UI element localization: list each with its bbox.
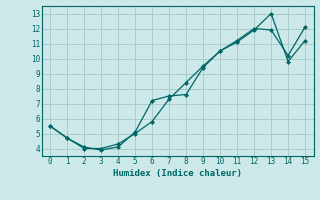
X-axis label: Humidex (Indice chaleur): Humidex (Indice chaleur) (113, 169, 242, 178)
